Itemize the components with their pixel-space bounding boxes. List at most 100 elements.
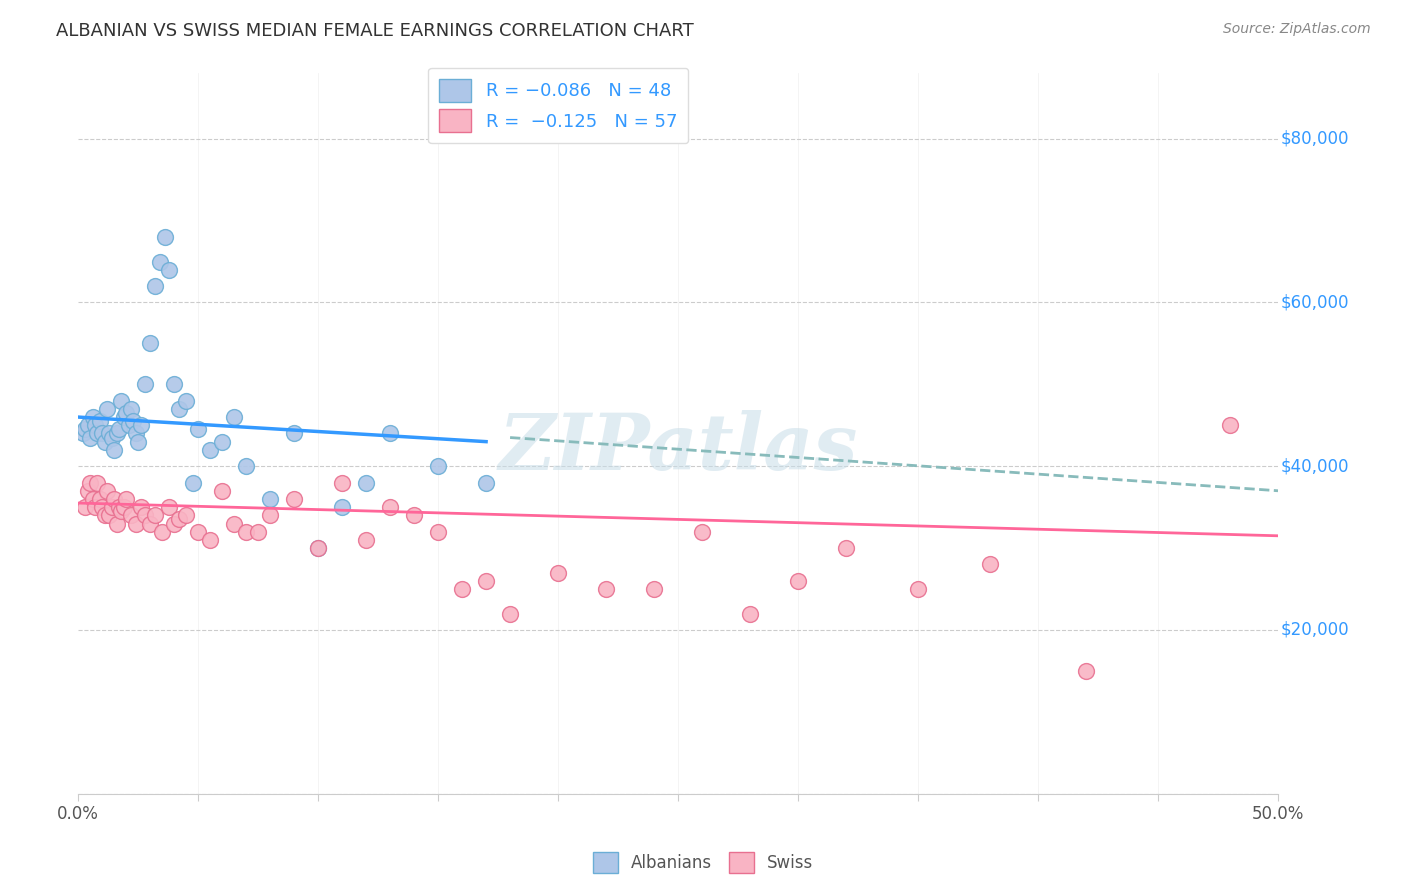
Point xyxy=(122,414,145,428)
Point xyxy=(105,426,128,441)
Point xyxy=(259,508,281,523)
Point xyxy=(1074,664,1097,678)
Point xyxy=(79,475,101,490)
Point xyxy=(835,541,858,555)
Point xyxy=(150,524,173,539)
Point xyxy=(1219,418,1241,433)
Point xyxy=(235,459,257,474)
Point xyxy=(283,491,305,506)
Point xyxy=(174,508,197,523)
Point xyxy=(187,524,209,539)
Point xyxy=(103,491,125,506)
Point xyxy=(907,582,929,596)
Point xyxy=(259,491,281,506)
Point xyxy=(167,401,190,416)
Point xyxy=(738,607,761,621)
Point xyxy=(174,393,197,408)
Point xyxy=(112,500,135,515)
Point xyxy=(330,500,353,515)
Point xyxy=(224,410,246,425)
Point xyxy=(76,418,98,433)
Text: $20,000: $20,000 xyxy=(1281,621,1348,639)
Point xyxy=(451,582,474,596)
Point xyxy=(378,426,401,441)
Legend: R = −0.086   N = 48, R =  −0.125   N = 57: R = −0.086 N = 48, R = −0.125 N = 57 xyxy=(427,68,688,143)
Point xyxy=(134,377,156,392)
Text: $60,000: $60,000 xyxy=(1281,293,1348,311)
Point xyxy=(93,508,115,523)
Point xyxy=(198,533,221,547)
Point xyxy=(354,533,377,547)
Point xyxy=(93,434,115,449)
Point xyxy=(330,475,353,490)
Point xyxy=(96,483,118,498)
Point xyxy=(149,254,172,268)
Point xyxy=(143,508,166,523)
Point xyxy=(98,508,121,523)
Point xyxy=(427,524,450,539)
Point xyxy=(475,574,498,588)
Point xyxy=(235,524,257,539)
Point xyxy=(129,500,152,515)
Point xyxy=(153,230,176,244)
Point xyxy=(187,422,209,436)
Point xyxy=(84,500,107,515)
Point xyxy=(89,491,111,506)
Point xyxy=(110,504,132,518)
Point xyxy=(91,426,114,441)
Point xyxy=(134,508,156,523)
Point xyxy=(89,414,111,428)
Point xyxy=(91,500,114,515)
Point xyxy=(198,442,221,457)
Point xyxy=(595,582,617,596)
Point xyxy=(127,434,149,449)
Point xyxy=(499,607,522,621)
Point xyxy=(378,500,401,515)
Point xyxy=(787,574,810,588)
Point xyxy=(120,401,142,416)
Point xyxy=(404,508,426,523)
Point xyxy=(112,410,135,425)
Point xyxy=(108,500,131,515)
Point xyxy=(82,410,104,425)
Point xyxy=(120,508,142,523)
Point xyxy=(125,516,148,531)
Point xyxy=(125,426,148,441)
Point xyxy=(547,566,569,580)
Point xyxy=(163,516,186,531)
Point xyxy=(143,279,166,293)
Text: ZIPatlas: ZIPatlas xyxy=(498,409,858,486)
Point xyxy=(643,582,665,596)
Point xyxy=(98,426,121,441)
Point xyxy=(211,483,233,498)
Point xyxy=(105,516,128,531)
Point xyxy=(163,377,186,392)
Point xyxy=(82,491,104,506)
Point xyxy=(167,512,190,526)
Point xyxy=(139,516,162,531)
Text: $80,000: $80,000 xyxy=(1281,129,1348,148)
Point xyxy=(76,483,98,498)
Legend: Albanians, Swiss: Albanians, Swiss xyxy=(586,846,820,880)
Point xyxy=(100,500,122,515)
Point xyxy=(117,418,139,433)
Point xyxy=(129,418,152,433)
Point xyxy=(247,524,270,539)
Point xyxy=(108,422,131,436)
Point xyxy=(75,422,97,436)
Point xyxy=(979,558,1001,572)
Point xyxy=(283,426,305,441)
Text: Source: ZipAtlas.com: Source: ZipAtlas.com xyxy=(1223,22,1371,37)
Point xyxy=(307,541,329,555)
Point xyxy=(72,426,94,441)
Point xyxy=(475,475,498,490)
Point xyxy=(110,393,132,408)
Point xyxy=(84,418,107,433)
Point xyxy=(354,475,377,490)
Point xyxy=(427,459,450,474)
Point xyxy=(100,431,122,445)
Point xyxy=(75,500,97,515)
Point xyxy=(307,541,329,555)
Point xyxy=(79,431,101,445)
Point xyxy=(157,500,180,515)
